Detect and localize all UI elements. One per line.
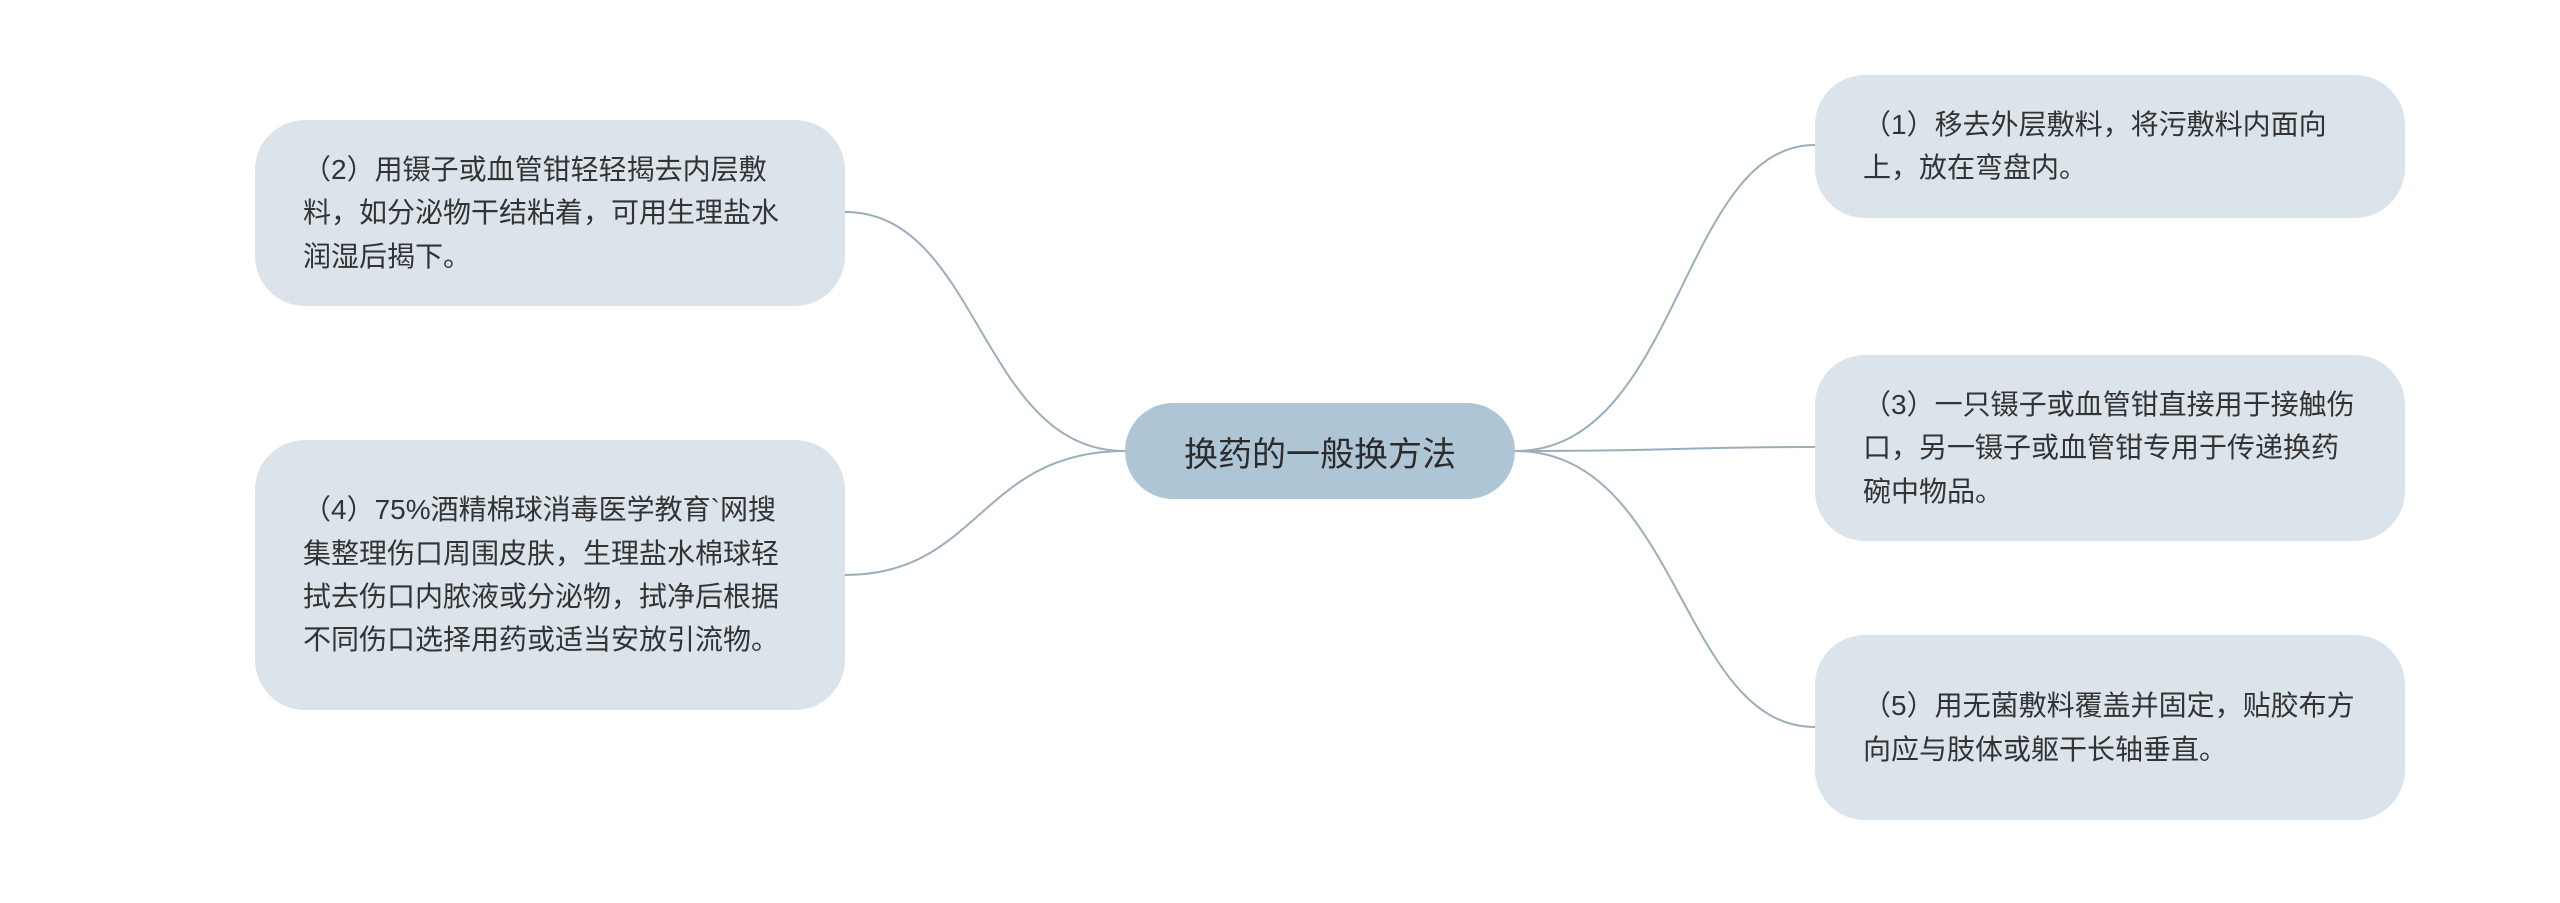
leaf-text: （4）75%酒精棉球消毒医学教育`网搜集整理伤口周围皮肤，生理盐水棉球轻拭去伤口…	[303, 488, 797, 662]
leaf-text: （5）用无菌敷料覆盖并固定，贴胶布方向应与肢体或躯干长轴垂直。	[1863, 684, 2357, 771]
center-node: 换药的一般换方法	[1125, 403, 1515, 499]
leaf-text: （1）移去外层敷料，将污敷料内面向上，放在弯盘内。	[1863, 103, 2357, 190]
leaf-text: （3）一只镊子或血管钳直接用于接触伤口，另一镊子或血管钳专用于传递换药碗中物品。	[1863, 383, 2357, 513]
connector-n3	[1515, 447, 1815, 451]
leaf-node-n3: （3）一只镊子或血管钳直接用于接触伤口，另一镊子或血管钳专用于传递换药碗中物品。	[1815, 355, 2405, 541]
leaf-node-n1: （1）移去外层敷料，将污敷料内面向上，放在弯盘内。	[1815, 75, 2405, 218]
leaf-text: （2）用镊子或血管钳轻轻揭去内层敷料，如分泌物干结粘着，可用生理盐水润湿后揭下。	[303, 148, 797, 278]
center-label: 换药的一般换方法	[1184, 427, 1456, 476]
connector-n4	[845, 451, 1125, 575]
leaf-node-n2: （2）用镊子或血管钳轻轻揭去内层敷料，如分泌物干结粘着，可用生理盐水润湿后揭下。	[255, 120, 845, 306]
connector-n5	[1515, 451, 1815, 727]
connector-n1	[1515, 145, 1815, 451]
connector-n2	[845, 212, 1125, 451]
leaf-node-n4: （4）75%酒精棉球消毒医学教育`网搜集整理伤口周围皮肤，生理盐水棉球轻拭去伤口…	[255, 440, 845, 710]
leaf-node-n5: （5）用无菌敷料覆盖并固定，贴胶布方向应与肢体或躯干长轴垂直。	[1815, 635, 2405, 820]
